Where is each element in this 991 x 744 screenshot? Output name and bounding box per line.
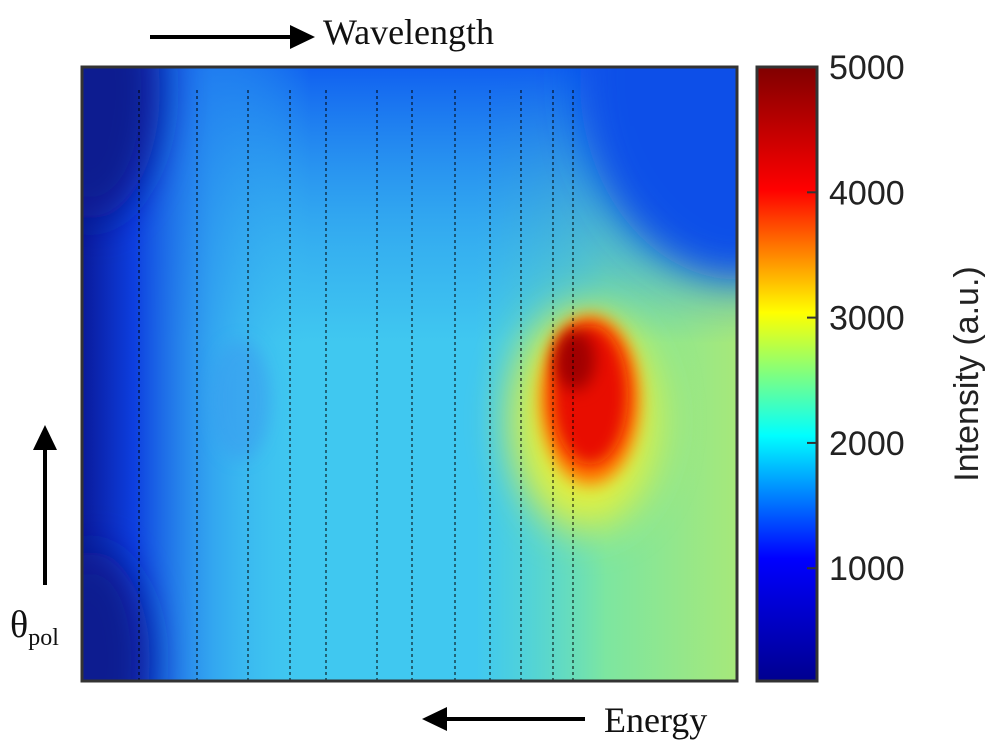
bottom-arrow-label: Energy bbox=[604, 700, 707, 740]
guide-lines bbox=[138, 90, 574, 681]
top-arrow-label: Wavelength bbox=[323, 12, 494, 52]
arrow-head bbox=[290, 25, 315, 49]
plot-frame bbox=[80, 65, 739, 683]
colorbar-tick-label: 2000 bbox=[829, 425, 905, 463]
colorbar-tick-label: 1000 bbox=[829, 550, 905, 588]
colorbar-tick-label: 4000 bbox=[829, 174, 905, 212]
subscript: pol bbox=[28, 625, 59, 651]
colorbar-tick-label: 3000 bbox=[829, 300, 905, 338]
symbol: θ bbox=[10, 604, 28, 646]
arrow-head bbox=[33, 425, 57, 450]
colorbar bbox=[755, 65, 819, 683]
arrow-head bbox=[422, 707, 447, 731]
heatmap-image bbox=[82, 67, 737, 681]
colorbar-tick-label: 5000 bbox=[829, 49, 905, 87]
left-arrow-label: θpol bbox=[10, 604, 59, 651]
colorbar-label: Intensity (a.u.) bbox=[948, 266, 986, 481]
